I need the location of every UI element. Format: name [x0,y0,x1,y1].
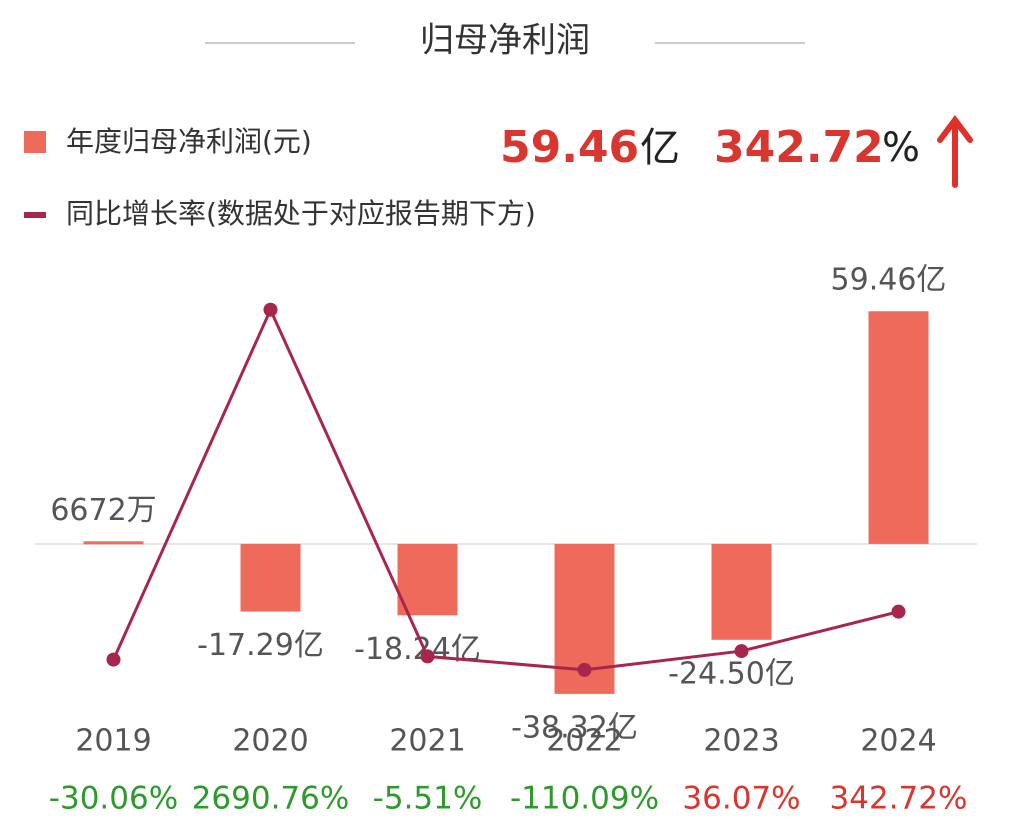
bar [397,543,458,616]
headline-growth: 342.72 [714,122,884,173]
data-label: 6672万 [50,493,156,528]
legend-label: 年度归母净利润(元) [66,125,312,158]
headline-value: 59.46 [500,122,639,173]
bar [711,543,772,640]
line-point [577,662,592,677]
line-point [106,652,121,667]
headline-unit: % [882,125,920,171]
line-point [734,644,749,659]
bar [868,311,929,544]
x-tick-label: 2023 [703,724,779,759]
line-point [420,649,435,664]
bar [83,541,144,545]
data-label: -17.29亿 [197,628,324,663]
line-point [891,604,906,619]
growth-label: 36.07% [682,781,800,817]
chart-title: 归母净利润 [420,21,590,61]
x-tick-label: 2020 [232,724,308,759]
data-label: -38.32亿 [511,710,638,745]
up-arrow [937,115,973,188]
legend-label: 同比增长率(数据处于对应报告期下方) [66,197,536,230]
x-tick-label: 2021 [389,724,465,759]
line-point [263,302,278,317]
line [112,306,899,672]
x-tick-label: 2024 [860,724,936,759]
legend-swatch [24,131,46,153]
growth-label: -30.06% [49,781,178,817]
growth-label: -5.51% [373,781,483,817]
growth-label: -110.09% [510,781,659,817]
data-label: 59.46亿 [831,263,947,298]
x-tick-label: 2022 [546,724,622,759]
legend-swatch [24,212,46,218]
growth-label: 2690.76% [192,781,350,817]
data-label: -24.50亿 [668,656,795,691]
growth-label: 342.72% [830,781,968,817]
bar [240,543,301,612]
x-tick-label: 2019 [75,724,151,759]
headline-unit: 亿 [640,125,680,171]
